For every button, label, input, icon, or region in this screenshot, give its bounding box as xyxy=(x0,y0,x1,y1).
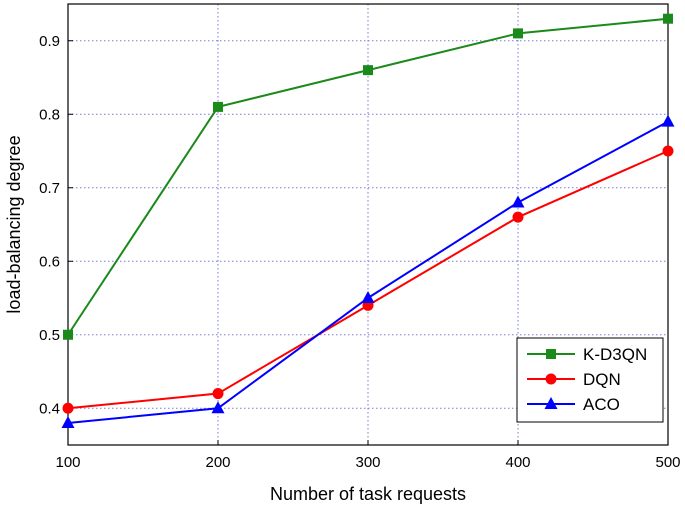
legend-item-k-d3qn: K-D3QN xyxy=(527,345,647,364)
legend-swatch-marker xyxy=(546,349,556,359)
series-aco xyxy=(61,114,675,428)
legend-item-dqn: DQN xyxy=(527,370,621,389)
legend-item-aco: ACO xyxy=(527,395,620,414)
data-point-aco xyxy=(361,291,375,303)
data-point-k-d3qn xyxy=(63,329,73,340)
data-point-aco xyxy=(661,114,675,127)
grid-layer xyxy=(68,4,668,445)
y-tick-label: 0.9 xyxy=(39,33,60,50)
series-dqn xyxy=(62,145,674,414)
legend-label: DQN xyxy=(583,370,621,389)
legend-swatch-marker xyxy=(545,373,557,385)
y-tick-label: 0.7 xyxy=(39,180,60,197)
data-point-dqn xyxy=(662,145,674,157)
data-point-aco xyxy=(211,401,225,414)
data-point-k-d3qn xyxy=(513,28,523,39)
data-point-dqn xyxy=(212,388,224,400)
series-layer xyxy=(61,13,675,428)
y-axis-title: load-balancing degree xyxy=(4,135,24,313)
data-point-aco xyxy=(511,195,525,208)
data-point-k-d3qn xyxy=(663,13,673,24)
legend-swatch-marker xyxy=(544,397,558,409)
series-k-d3qn xyxy=(63,13,673,340)
y-tick-label: 0.4 xyxy=(39,400,60,417)
data-point-aco xyxy=(61,415,75,428)
data-point-k-d3qn xyxy=(213,101,223,112)
y-tick-label: 0.6 xyxy=(39,253,60,270)
x-tick-label: 400 xyxy=(505,454,530,471)
x-tick-label: 200 xyxy=(205,454,230,471)
data-point-dqn xyxy=(512,211,524,223)
x-tick-label: 500 xyxy=(655,454,680,471)
x-tick-label: 100 xyxy=(55,454,80,471)
y-tick-label: 0.8 xyxy=(39,106,60,123)
y-tick-label: 0.5 xyxy=(39,327,60,344)
legend-label: K-D3QN xyxy=(583,345,647,364)
legend: K-D3QN DQN ACO xyxy=(516,337,664,423)
data-point-k-d3qn xyxy=(363,65,373,76)
x-axis-title: Number of task requests xyxy=(270,484,466,504)
data-point-dqn xyxy=(62,402,74,414)
x-tick-label: 300 xyxy=(355,454,380,471)
legend-label: ACO xyxy=(583,395,620,414)
